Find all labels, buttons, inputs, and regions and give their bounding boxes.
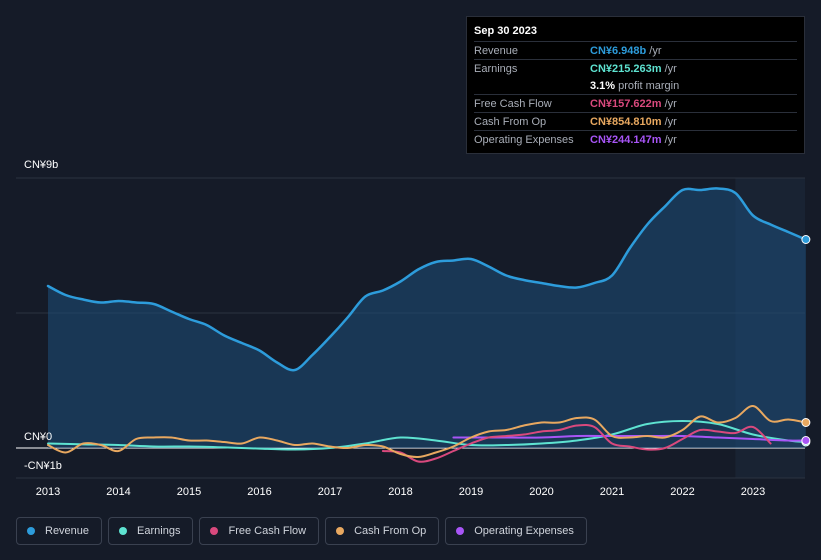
tooltip-row-value: CN¥854.810m [590, 115, 662, 128]
legend-label: Earnings [137, 525, 181, 537]
tooltip-row-label: Cash From Op [474, 115, 547, 128]
legend-item-free-cash-flow[interactable]: Free Cash Flow [199, 517, 320, 545]
end-dots [801, 235, 811, 447]
y-tick-label: -CN¥1b [24, 460, 62, 472]
y-tick-label: CN¥9b [24, 159, 58, 171]
tooltip-row: Free Cash Flow CN¥157.622m/yr [474, 94, 797, 112]
tooltip-row-label: Free Cash Flow [474, 97, 552, 110]
tooltip-row-value: CN¥244.147m [590, 133, 662, 146]
legend-label: Operating Expenses [474, 525, 574, 537]
tooltip-row: Revenue CN¥6.948b/yr [474, 41, 797, 59]
tooltip-row-value: CN¥6.948b [590, 44, 647, 57]
legend-item-cash-from-op[interactable]: Cash From Op [325, 517, 440, 545]
operating-expenses-end-point [801, 436, 811, 445]
operating-expenses-line [452, 434, 807, 442]
tooltip: Sep 30 2023 Revenue CN¥6.948b/yr Earnings C… [466, 16, 805, 154]
x-tick-label: 2023 [741, 486, 765, 498]
tooltip-row: 3.1% profit margin [474, 77, 797, 94]
x-tick-label: 2022 [670, 486, 694, 498]
legend-dot-icon [336, 527, 345, 535]
tooltip-row: Earnings CN¥215.263m/yr [474, 59, 797, 77]
legend: Revenue Earnings Free Cash Flow Cash From O… [16, 517, 587, 545]
tooltip-row-unit: /yr [649, 44, 662, 57]
x-tick-label: 2018 [388, 486, 412, 498]
x-tick-label: 2017 [318, 486, 342, 498]
tooltip-row-value: 3.1% [590, 79, 616, 92]
tooltip-row-label: Revenue [474, 44, 519, 57]
tooltip-row-value: CN¥157.622m [590, 97, 662, 110]
x-tick-label: 2019 [459, 486, 483, 498]
tooltip-date: Sep 30 2023 [474, 25, 537, 37]
x-tick-label: 2013 [36, 486, 60, 498]
x-tick-label: 2016 [247, 486, 271, 498]
tooltip-row-unit: /yr [664, 97, 677, 110]
x-axis: 2013 2014 2015 2016 2017 2018 2019 2020 2021 2022… [36, 486, 765, 498]
legend-item-earnings[interactable]: Earnings [108, 517, 194, 545]
legend-item-revenue[interactable]: Revenue [16, 517, 103, 545]
y-tick-label: CN¥0 [24, 431, 52, 443]
x-tick-label: 2021 [600, 486, 624, 498]
free-cash-flow-line [381, 423, 772, 463]
legend-label: Free Cash Flow [228, 525, 307, 537]
x-tick-label: 2020 [529, 486, 553, 498]
tooltip-row-unit: /yr [664, 62, 677, 75]
tooltip-row-label: Earnings [474, 62, 518, 75]
tooltip-row-unit: profit margin [618, 79, 680, 92]
tooltip-row-label: Operating Expenses [474, 133, 574, 146]
cash-from-op-line [47, 405, 807, 459]
tooltip-row-unit: /yr [664, 115, 677, 128]
tooltip-row-value: CN¥215.263m [590, 62, 662, 75]
tooltip-row: Operating Expenses CN¥244.147m/yr [474, 130, 797, 148]
legend-dot-icon [119, 527, 128, 535]
cash-from-op-end-point [801, 418, 811, 427]
x-tick-label: 2014 [106, 486, 130, 498]
legend-dot-icon [27, 527, 35, 535]
x-tick-label: 2015 [177, 486, 201, 498]
legend-label: Revenue [45, 525, 90, 537]
tooltip-row: Cash From Op CN¥854.810m/yr [474, 112, 797, 130]
revenue-area [48, 188, 806, 449]
revenue-line [46, 187, 808, 372]
legend-dot-icon [210, 527, 219, 535]
series-layer [46, 187, 808, 463]
revenue-end-point [801, 235, 811, 244]
y-axis: CN¥9b CN¥0 -CN¥1b [24, 159, 62, 472]
legend-item-operating-expenses[interactable]: Operating Expenses [445, 517, 587, 545]
tooltip-row-unit: /yr [664, 133, 677, 146]
legend-dot-icon [456, 527, 465, 535]
legend-label: Cash From Op [354, 525, 427, 537]
